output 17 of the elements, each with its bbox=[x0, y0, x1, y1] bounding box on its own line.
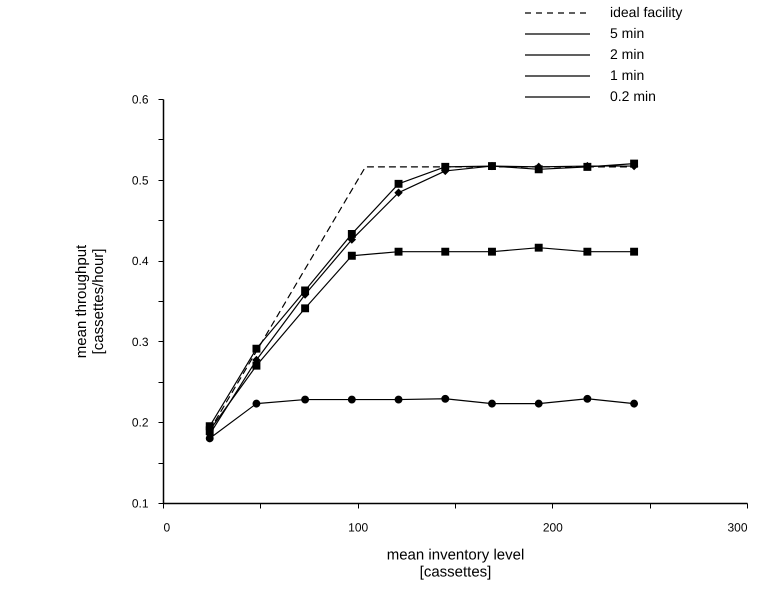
x-tick-label: 300 bbox=[727, 520, 748, 534]
y-tick-label: 0.2 bbox=[132, 416, 149, 430]
x-tick-label: 100 bbox=[348, 520, 368, 534]
y-tick-label: 0.3 bbox=[132, 334, 149, 349]
x-tick-label: 0 bbox=[164, 520, 170, 534]
legend-label: ideal facility bbox=[610, 4, 682, 20]
y-tick-label: 0.1 bbox=[132, 496, 149, 510]
y-tick-label: 0.4 bbox=[132, 254, 149, 268]
legend-label: 5 min bbox=[610, 25, 644, 41]
x-axis-title: mean inventory level [cassettes] bbox=[386, 546, 524, 580]
y-axis-title: mean throughput [cassettes/hour] bbox=[72, 244, 107, 358]
legend-label: 1 min bbox=[610, 67, 644, 83]
y-tick-label: 0.5 bbox=[132, 173, 149, 188]
legend-label: 2 min bbox=[610, 46, 644, 62]
legend-label: 0.2 min bbox=[610, 88, 656, 104]
x-tick-label: 200 bbox=[542, 520, 564, 534]
y-tick-label: 0.6 bbox=[132, 92, 149, 106]
